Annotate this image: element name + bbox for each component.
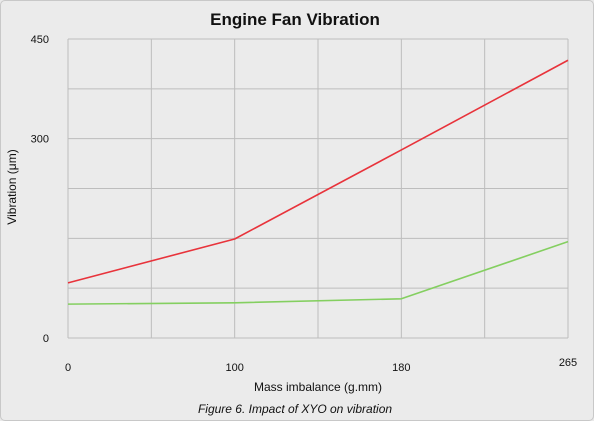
chart-title: Engine Fan Vibration — [210, 10, 380, 29]
y-tick-label: 450 — [31, 34, 49, 46]
x-tick-label: 0 — [65, 362, 71, 374]
x-axis-label: Mass imbalance (g.mm) — [254, 380, 382, 394]
x-tick-label: 100 — [225, 362, 243, 374]
x-tick-label: 265 — [559, 357, 577, 369]
y-tick-label: 0 — [43, 333, 49, 345]
y-tick-label: 300 — [31, 134, 49, 146]
y-axis-label: Vibration (μm) — [5, 149, 19, 224]
series-line-1 — [67, 59, 569, 284]
tick-labels: 0 100 180 265 0 300 450 — [31, 34, 578, 374]
series-line-2 — [67, 240, 569, 305]
figure-caption: Figure 6. Impact of XYO on vibration — [198, 402, 392, 416]
grid-lines — [67, 38, 569, 339]
series-lines — [67, 59, 569, 305]
x-tick-label: 180 — [392, 362, 410, 374]
